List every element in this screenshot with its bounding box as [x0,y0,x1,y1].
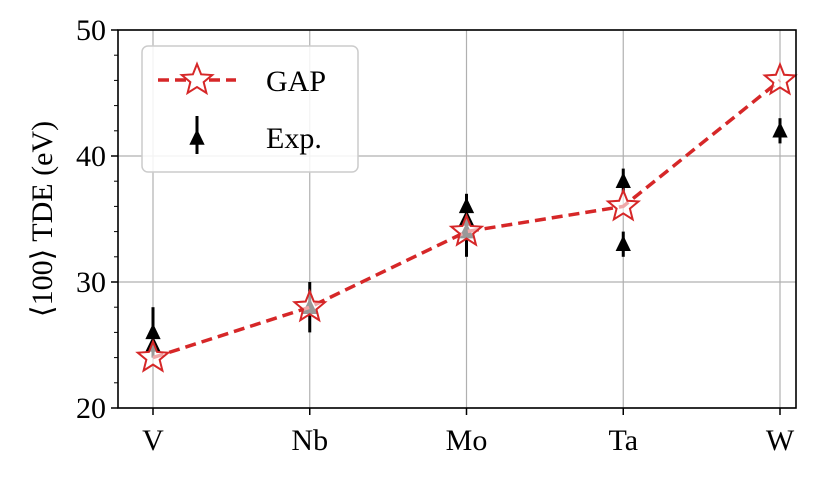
gap-point [448,212,485,247]
legend: GAP Exp. [141,45,359,173]
x-tick-label: Nb [291,424,328,457]
y-tick-label: 40 [76,140,106,173]
y-tick-label: 50 [76,14,106,47]
gap-point [291,288,328,323]
legend-exp-label: Exp. [266,122,322,155]
legend-gap-label: GAP [266,65,326,98]
legend-entry-gap: GAP [158,61,326,98]
y-axis-label: ⟨100⟩ TDE (eV) [26,121,59,317]
exp-point [772,121,788,138]
axes-frame [117,29,797,409]
gap-point [605,187,642,222]
y-tick-label: 20 [76,392,106,425]
gap-point [762,61,798,96]
x-tick-label: V [142,424,164,457]
gap-point [135,338,171,373]
y-tick-label: 30 [76,266,106,299]
x-tick-label: Mo [446,424,488,457]
exp-point [615,235,631,251]
exp-point [145,323,161,340]
ticks: V Nb Mo Ta W 20 30 40 50 [76,14,795,457]
legend-entry-exp: Exp. [189,116,322,155]
legend-gap-star-marker [179,61,215,96]
gap-line [152,79,782,360]
exp-point [458,197,475,214]
legend-exp-triangle-marker [189,129,205,145]
x-tick-label: W [766,424,795,457]
exp-point [615,172,631,188]
plot-area [135,61,798,373]
x-tick-label: Ta [608,424,638,457]
